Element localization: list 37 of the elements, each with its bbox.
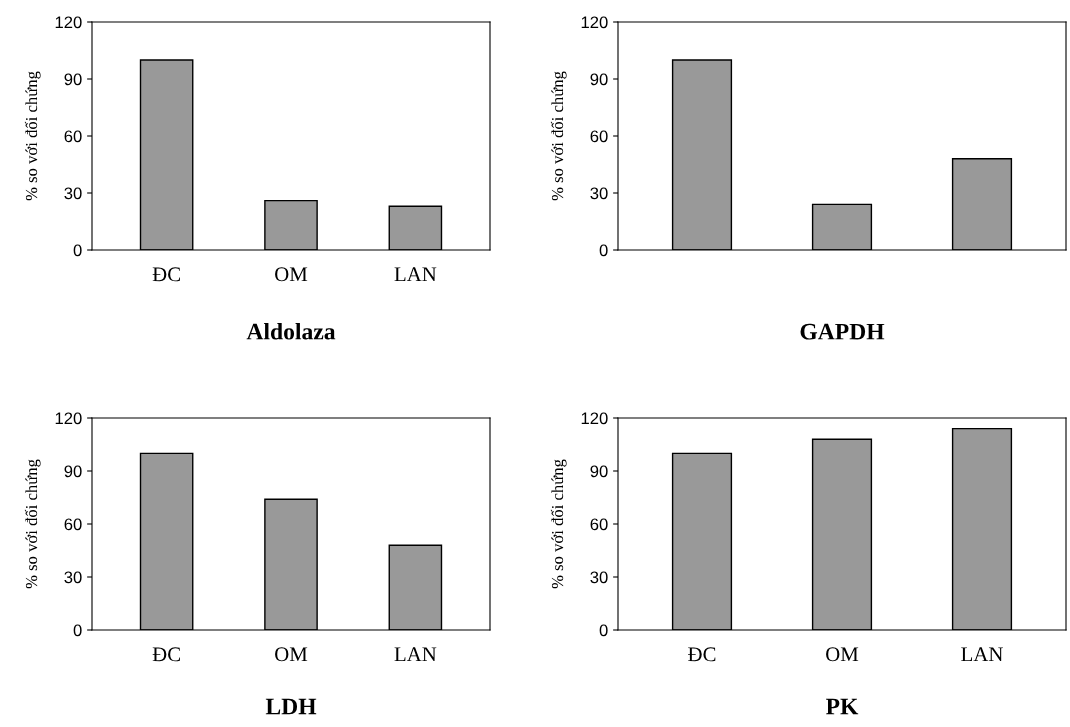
y-tick-label: 30 — [64, 571, 82, 584]
x-tick-label: LAN — [394, 267, 437, 282]
y-axis-title: % so với đối chứng — [24, 459, 41, 589]
y-tick-label: 30 — [590, 571, 608, 584]
y-axis-title: % so với đối chứng — [550, 71, 567, 201]
x-tick-label: LAN — [961, 647, 1003, 662]
y-tick-label: 30 — [64, 187, 82, 200]
y-tick-label: 0 — [73, 624, 82, 637]
y-tick-label: 120 — [55, 412, 82, 425]
x-tick-label: OM — [826, 647, 859, 662]
y-tick-label: 30 — [590, 187, 608, 200]
x-tick-label: ĐC — [152, 647, 180, 662]
y-axis-title: % so với đối chứng — [24, 71, 41, 201]
text: GAPDH — [800, 323, 885, 340]
y-tick-label: 60 — [590, 518, 608, 531]
y-tick-label: 60 — [590, 130, 608, 143]
y-tick-label: 90 — [590, 465, 608, 478]
y-tick-label: 120 — [55, 16, 82, 29]
y-tick-label: 90 — [64, 73, 82, 86]
y-tick-label: 60 — [64, 518, 82, 531]
y-tick-label: 60 — [64, 130, 82, 143]
y-axis-title: % so với đối chứng — [550, 459, 567, 589]
y-tick-label: 90 — [64, 465, 82, 478]
y-tick-label: 0 — [73, 244, 82, 257]
x-tick-label: OM — [275, 267, 308, 282]
y-tick-label: 90 — [590, 73, 608, 86]
x-tick-label: LAN — [394, 647, 437, 662]
x-tick-label: ĐC — [688, 647, 716, 662]
text: Aldolaza — [246, 322, 336, 340]
y-tick-label: 120 — [581, 412, 608, 425]
y-tick-label: 0 — [599, 624, 608, 637]
x-tick-label: OM — [275, 647, 308, 662]
x-tick-label: ĐC — [152, 267, 180, 282]
y-tick-label: 120 — [581, 16, 608, 29]
text: LDH — [265, 698, 317, 715]
y-tick-label: 0 — [599, 244, 608, 257]
text: PK — [826, 698, 859, 715]
